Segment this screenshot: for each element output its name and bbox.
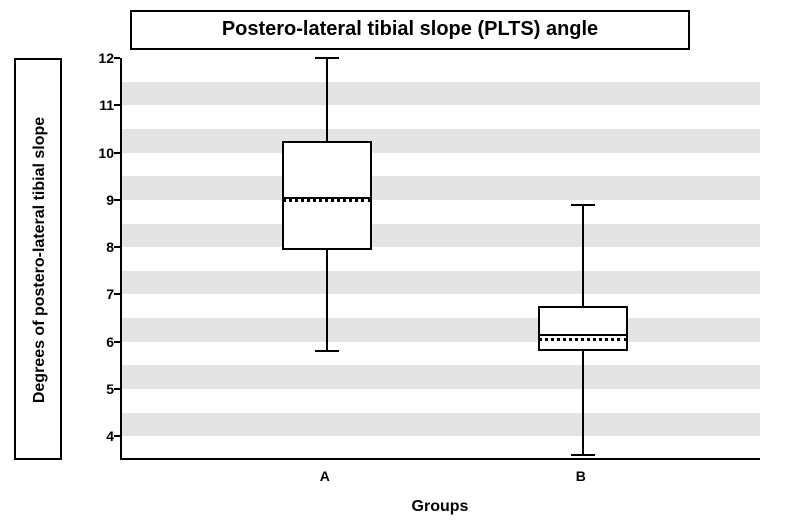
plot-area — [120, 58, 760, 460]
chart-title-box: Postero-lateral tibial slope (PLTS) angl… — [130, 10, 690, 50]
y-tick-label: 10 — [74, 145, 114, 161]
median-line — [538, 334, 628, 336]
whisker-cap-lower — [571, 454, 595, 456]
mean-line — [538, 338, 628, 341]
y-tick-label: 4 — [74, 428, 114, 444]
whisker-lower — [582, 351, 584, 455]
grid-band — [122, 129, 760, 153]
grid-band — [122, 365, 760, 389]
whisker-cap-upper — [571, 204, 595, 206]
y-axis-label-box: Degrees of postero-lateral tibial slope — [14, 58, 62, 460]
y-axis-label: Degrees of postero-lateral tibial slope — [31, 59, 49, 461]
y-tick-label: 5 — [74, 381, 114, 397]
box — [282, 141, 372, 250]
y-tick-label: 12 — [74, 50, 114, 66]
box — [538, 306, 628, 351]
boxplot-chart: Postero-lateral tibial slope (PLTS) angl… — [0, 0, 800, 521]
y-tick-label: 6 — [74, 334, 114, 350]
grid-band — [122, 271, 760, 295]
y-tick-mark — [114, 388, 120, 390]
mean-line — [282, 199, 372, 202]
y-tick-mark — [114, 57, 120, 59]
chart-title: Postero-lateral tibial slope (PLTS) angl… — [222, 18, 598, 40]
grid-band — [122, 82, 760, 106]
y-tick-mark — [114, 246, 120, 248]
x-tick-label: A — [305, 468, 345, 484]
grid-band — [122, 176, 760, 200]
y-tick-mark — [114, 435, 120, 437]
y-tick-mark — [114, 293, 120, 295]
grid-band — [122, 318, 760, 342]
y-tick-label: 11 — [74, 97, 114, 113]
grid-band — [122, 224, 760, 248]
whisker-cap-upper — [315, 57, 339, 59]
whisker-upper — [582, 205, 584, 307]
grid-band — [122, 413, 760, 437]
x-tick-label: B — [561, 468, 601, 484]
whisker-cap-lower — [315, 350, 339, 352]
y-tick-label: 9 — [74, 192, 114, 208]
y-tick-mark — [114, 104, 120, 106]
whisker-upper — [326, 58, 328, 141]
y-tick-label: 7 — [74, 286, 114, 302]
y-tick-mark — [114, 199, 120, 201]
y-tick-mark — [114, 341, 120, 343]
whisker-lower — [326, 250, 328, 352]
y-tick-label: 8 — [74, 239, 114, 255]
x-axis-label: Groups — [120, 498, 760, 516]
y-tick-mark — [114, 152, 120, 154]
